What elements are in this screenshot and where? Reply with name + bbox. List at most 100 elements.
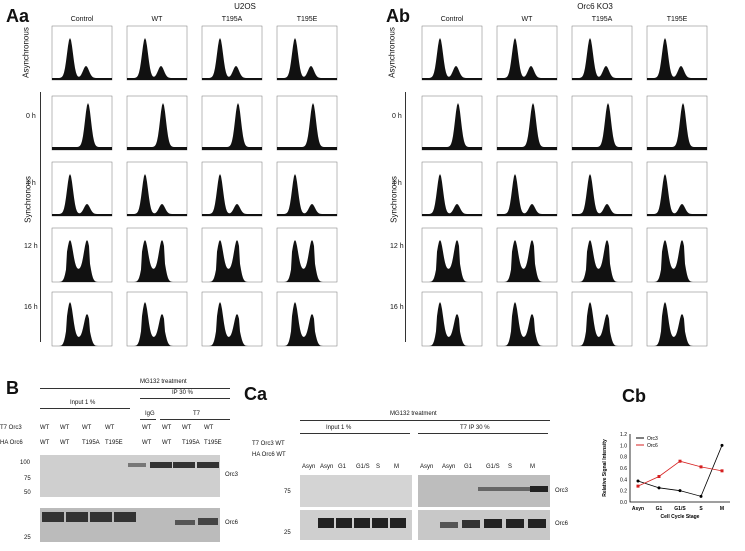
cb-ytick: 0.6 bbox=[620, 466, 627, 472]
b-blot2-label: Orc6 bbox=[225, 520, 239, 526]
histogram-frame bbox=[646, 25, 708, 81]
row-b-1: 4 h bbox=[392, 180, 402, 187]
histogram-peak bbox=[572, 240, 632, 282]
histogram-peak bbox=[52, 103, 112, 150]
cb-ytick: 0.0 bbox=[620, 500, 627, 506]
panel-label-ca: Ca bbox=[244, 384, 268, 404]
histogram-peak bbox=[52, 37, 112, 80]
histogram-peak bbox=[127, 103, 187, 150]
col-ab-0: Control bbox=[440, 16, 464, 23]
histogram-frame bbox=[496, 161, 558, 217]
b-row1-lane: WT bbox=[142, 425, 152, 431]
histogram-peak bbox=[497, 240, 557, 282]
histogram-peak bbox=[572, 37, 632, 80]
histogram-peak bbox=[647, 103, 707, 150]
histogram-peak bbox=[277, 174, 337, 216]
b-row1-lane: WT bbox=[105, 425, 115, 431]
b-ip: IP 30 % bbox=[172, 390, 193, 396]
panel-label-aa: Aa bbox=[6, 6, 30, 26]
ca-mw-25: 25 bbox=[284, 530, 291, 536]
b-row2-lane: T195E bbox=[105, 440, 123, 446]
histogram-frame bbox=[421, 25, 483, 81]
b-row2-lane: WT bbox=[142, 440, 152, 446]
cb-ytick: 0.8 bbox=[620, 455, 627, 461]
cb-ytick: 0.2 bbox=[620, 489, 627, 495]
histogram-peak bbox=[647, 240, 707, 282]
histogram-peak bbox=[277, 240, 337, 282]
panel-label-b: B bbox=[6, 378, 19, 398]
cb-ylabel: Relative Signal Intensity bbox=[602, 439, 608, 497]
ca-ip-orc3 bbox=[418, 475, 550, 507]
histogram-frame bbox=[51, 161, 113, 217]
histogram-peak bbox=[52, 240, 112, 282]
ca-ip: T7 IP 30 % bbox=[460, 425, 490, 431]
panel-label-cb: Cb bbox=[622, 386, 646, 406]
histogram-peak bbox=[127, 37, 187, 80]
row-b-0: 0 h bbox=[392, 113, 402, 120]
histogram-frame bbox=[51, 25, 113, 81]
cb-xtick: G1 bbox=[656, 506, 663, 512]
b-row1-lane: WT bbox=[82, 425, 92, 431]
b-mw-50: 50 bbox=[24, 490, 31, 496]
histogram-frame bbox=[201, 25, 263, 81]
ca-lane-label: S bbox=[376, 464, 381, 470]
b-row1-lane: WT bbox=[182, 425, 192, 431]
ca-lane-label: Asyn bbox=[302, 464, 316, 470]
ca-mw-75: 75 bbox=[284, 489, 291, 495]
histogram-peak bbox=[277, 302, 337, 346]
ca-blot1-label: Orc3 bbox=[555, 488, 569, 494]
b-blot1-label: Orc3 bbox=[225, 472, 239, 478]
histogram-peak bbox=[127, 174, 187, 216]
cb-xtick: G1/S bbox=[674, 506, 686, 512]
ca-lane-label: G1 bbox=[338, 464, 347, 470]
cb-xtick: M bbox=[720, 506, 724, 512]
col-aa-1: WT bbox=[151, 16, 163, 23]
ca-ip-orc6 bbox=[418, 510, 550, 540]
histogram-peak bbox=[422, 240, 482, 282]
histogram-frame bbox=[126, 161, 188, 217]
histogram-frame bbox=[646, 161, 708, 217]
histogram-peak bbox=[497, 174, 557, 216]
histogram-peak bbox=[127, 302, 187, 346]
col-ab-2: T195A bbox=[591, 16, 613, 23]
b-row1-lane: WT bbox=[60, 425, 70, 431]
col-ab-1: WT bbox=[521, 16, 533, 23]
cb-point bbox=[657, 475, 661, 478]
cb-axes bbox=[629, 434, 730, 503]
b-input: Input 1 % bbox=[70, 400, 96, 406]
col-aa-2: T195A bbox=[221, 16, 243, 23]
histogram-peak bbox=[647, 302, 707, 346]
b-row2-label: HA Orc6 bbox=[0, 440, 23, 446]
b-blot-orc3 bbox=[40, 455, 220, 497]
ca-treatment: MG132 treatment bbox=[390, 411, 437, 417]
b-mw-25: 25 bbox=[24, 535, 31, 541]
cb-xtick: Asyn bbox=[632, 506, 644, 512]
ca-input-orc3 bbox=[300, 475, 412, 507]
col-aa-3: T195E bbox=[296, 16, 318, 23]
ca-input: Input 1 % bbox=[326, 425, 352, 431]
b-row2-lane: T195A bbox=[182, 440, 200, 446]
histogram-peak bbox=[52, 302, 112, 346]
title-aa: U2OS bbox=[234, 2, 256, 11]
histogram-peak bbox=[422, 37, 482, 80]
histogram-peak bbox=[277, 37, 337, 80]
flow-cytometry-histograms bbox=[51, 25, 708, 347]
histogram-peak bbox=[497, 37, 557, 80]
histogram-peak bbox=[422, 302, 482, 346]
histogram-frame bbox=[276, 25, 338, 81]
ca-lane-label: S bbox=[508, 464, 513, 470]
ca-blot2-label: Orc6 bbox=[555, 521, 569, 527]
cb-ytick: 1.2 bbox=[620, 432, 627, 438]
cb-point bbox=[699, 494, 703, 498]
b-treatment: MG132 treatment bbox=[140, 379, 187, 385]
cb-line-chart: 0.0 0.2 0.4 0.6 0.8 1.0 1.2 Asyn G1 G1/S S M Orc3Orc… bbox=[602, 432, 730, 520]
row-a-2: 12 h bbox=[24, 243, 38, 250]
ca-lane-label: Asyn bbox=[320, 464, 334, 470]
histogram-frame bbox=[421, 161, 483, 217]
b-mw-75: 75 bbox=[24, 476, 31, 482]
histogram-peak bbox=[497, 103, 557, 150]
histogram-frame bbox=[201, 161, 263, 217]
cb-series-line bbox=[637, 460, 723, 487]
ca-row2-label: HA Orc6 WT bbox=[252, 452, 286, 458]
b-blot-orc6 bbox=[40, 508, 220, 542]
